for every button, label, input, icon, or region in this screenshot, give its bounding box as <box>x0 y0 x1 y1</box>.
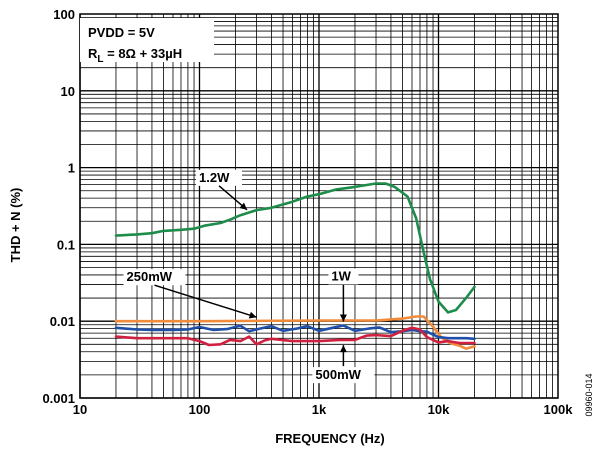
series-line-1.2w <box>114 182 476 314</box>
y-tick-label: 0.001 <box>42 391 75 406</box>
series-label-1w: 1W <box>328 268 359 322</box>
series-line-250mw <box>114 315 476 350</box>
conditions-box: PVDD = 5V RL = 8Ω + 33µH <box>80 18 214 65</box>
x-tick-label: 100 <box>189 402 211 417</box>
series-label-bg <box>328 268 359 285</box>
plot-frame <box>79 13 559 399</box>
series-label-bg <box>123 269 186 286</box>
series-label-250mw: 250mW <box>123 269 257 319</box>
y-tick-label: 0.1 <box>57 237 75 252</box>
x-tick-label: 100k <box>544 402 574 417</box>
y-tick-label: 0.01 <box>50 314 75 329</box>
figure-id: 09960-014 <box>584 373 594 416</box>
x-axis-title: FREQUENCY (Hz) <box>275 431 385 446</box>
series-label-bg <box>312 367 375 384</box>
series-line-1w <box>114 324 476 341</box>
y-axis-title: THD + N (%) <box>8 188 23 263</box>
tick-labels: 10 100 1k 10k 100k 100 10 1 0.1 0.01 0.001 <box>42 7 573 417</box>
series-label-arrow <box>154 284 257 318</box>
series-line-500mw <box>114 326 476 347</box>
x-tick-label: 10 <box>73 402 87 417</box>
series-label-text: 250mW <box>127 269 173 284</box>
series-labels: 1.2W 250mW 1W 500mW <box>123 169 375 384</box>
grid-lines <box>79 14 558 399</box>
series-label-arrowhead <box>248 311 257 319</box>
x-tick-label: 1k <box>312 402 327 417</box>
series-label-bg <box>196 169 243 186</box>
y-tick-label: 100 <box>53 7 75 22</box>
series-label-500mw: 500mW <box>312 345 375 384</box>
condition-load: RL = 8Ω + 33µH <box>88 46 182 65</box>
x-tick-label: 10k <box>428 402 450 417</box>
series-label-text: 1W <box>331 268 351 283</box>
series-label-text: 500mW <box>315 367 361 382</box>
series-label-1.2w: 1.2W <box>196 169 248 211</box>
series-label-text: 1.2W <box>199 170 230 185</box>
condition-pvdd: PVDD = 5V <box>88 25 155 40</box>
series-label-arrowhead <box>239 202 248 210</box>
y-tick-label: 1 <box>68 161 75 176</box>
series-label-arrowhead <box>339 345 347 353</box>
series-layer <box>114 182 476 350</box>
y-tick-label: 10 <box>61 84 75 99</box>
series-label-arrowhead <box>339 314 347 322</box>
